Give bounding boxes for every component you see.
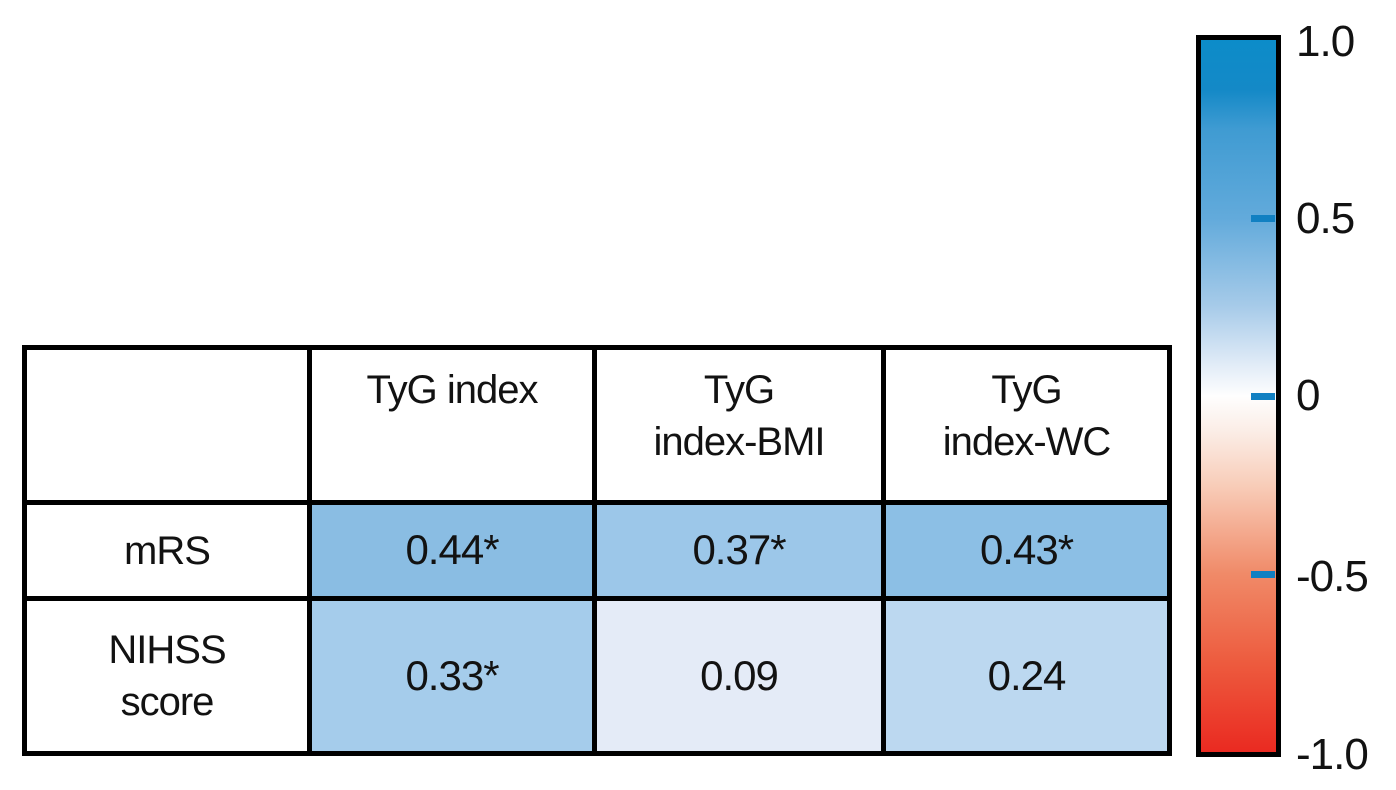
heatmap-cell-mrs-tyg-index-bmi: 0.37*: [597, 505, 881, 596]
header-cell-tyg-index: TyG index: [312, 350, 592, 500]
colorbar-gradient: [1196, 35, 1281, 757]
colorbar-tick-0-5: [1251, 215, 1275, 222]
correlation-table: TyG index TyG index-BMI TyG index-WC mRS…: [22, 345, 1172, 756]
row-label-mrs: mRS: [27, 505, 307, 596]
heatmap-cell-nihss-tyg-index: 0.33*: [312, 601, 592, 751]
colorbar-label-minus-1-0: -1.0: [1296, 730, 1369, 779]
colorbar-tick-0: [1251, 393, 1275, 400]
colorbar-label-1-0: 1.0: [1296, 17, 1355, 66]
colorbar-tick-minus-0-5: [1251, 571, 1275, 578]
header-cell-tyg-index-bmi: TyG index-BMI: [597, 350, 881, 500]
colorbar-label-0-5: 0.5: [1296, 194, 1355, 243]
row-label-nihss-score: NIHSS score: [27, 601, 307, 751]
heatmap-cell-mrs-tyg-index: 0.44*: [312, 505, 592, 596]
colorbar-label-minus-0-5: -0.5: [1296, 552, 1369, 601]
heatmap-cell-nihss-tyg-index-bmi: 0.09: [597, 601, 881, 751]
heatmap-cell-nihss-tyg-index-wc: 0.24: [886, 601, 1167, 751]
header-cell-empty: [27, 350, 307, 500]
colorbar-label-0: 0: [1296, 371, 1321, 420]
heatmap-cell-mrs-tyg-index-wc: 0.43*: [886, 505, 1167, 596]
header-cell-tyg-index-wc: TyG index-WC: [886, 350, 1167, 500]
